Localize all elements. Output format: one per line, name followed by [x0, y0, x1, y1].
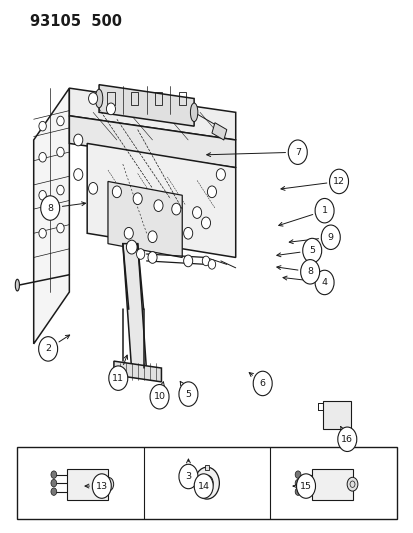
Circle shape — [40, 196, 59, 220]
Circle shape — [208, 260, 215, 269]
FancyBboxPatch shape — [204, 465, 209, 470]
Circle shape — [38, 337, 57, 361]
Circle shape — [287, 140, 306, 165]
Circle shape — [109, 366, 128, 390]
Text: 12: 12 — [332, 177, 344, 186]
Text: 1: 1 — [321, 206, 327, 215]
Circle shape — [300, 260, 319, 284]
Text: 14: 14 — [197, 481, 209, 490]
Circle shape — [57, 185, 64, 195]
Circle shape — [106, 103, 115, 115]
Circle shape — [39, 229, 46, 238]
Circle shape — [51, 471, 57, 478]
Circle shape — [202, 256, 209, 266]
Ellipse shape — [190, 103, 197, 122]
Circle shape — [74, 134, 83, 146]
FancyBboxPatch shape — [322, 401, 350, 429]
Text: 4: 4 — [321, 278, 327, 287]
Circle shape — [133, 193, 142, 205]
Circle shape — [314, 270, 333, 295]
Circle shape — [183, 228, 192, 239]
Text: 8: 8 — [306, 268, 312, 276]
Circle shape — [150, 384, 169, 409]
Polygon shape — [33, 88, 69, 344]
FancyBboxPatch shape — [67, 469, 108, 500]
Circle shape — [147, 252, 157, 263]
FancyBboxPatch shape — [311, 469, 351, 500]
Circle shape — [154, 200, 163, 212]
Circle shape — [92, 474, 111, 498]
Polygon shape — [108, 181, 182, 257]
Polygon shape — [69, 88, 235, 140]
Circle shape — [294, 488, 300, 495]
Ellipse shape — [15, 279, 19, 291]
Circle shape — [294, 471, 300, 478]
Circle shape — [39, 190, 46, 200]
Circle shape — [337, 427, 356, 451]
Circle shape — [194, 467, 219, 499]
Circle shape — [57, 116, 64, 126]
Polygon shape — [99, 85, 194, 126]
Circle shape — [178, 382, 197, 406]
Circle shape — [57, 223, 64, 233]
Circle shape — [136, 249, 145, 260]
Polygon shape — [123, 244, 146, 372]
Text: 13: 13 — [95, 481, 107, 490]
Circle shape — [39, 122, 46, 131]
Text: 11: 11 — [112, 374, 124, 383]
Polygon shape — [69, 116, 235, 167]
Polygon shape — [211, 123, 226, 140]
Circle shape — [347, 477, 357, 491]
Circle shape — [112, 186, 121, 198]
Circle shape — [51, 488, 57, 495]
Text: 16: 16 — [340, 435, 352, 444]
Circle shape — [201, 217, 210, 229]
Text: 3: 3 — [185, 472, 191, 481]
Text: 15: 15 — [299, 481, 311, 490]
Circle shape — [103, 477, 114, 491]
Text: 8: 8 — [47, 204, 53, 213]
Ellipse shape — [95, 89, 102, 108]
Text: 2: 2 — [45, 344, 51, 353]
Text: 5: 5 — [185, 390, 191, 399]
Circle shape — [194, 474, 213, 498]
Text: 5: 5 — [309, 246, 314, 255]
Circle shape — [314, 198, 333, 223]
Circle shape — [147, 231, 157, 243]
Circle shape — [320, 225, 339, 249]
Circle shape — [74, 168, 83, 180]
Circle shape — [296, 474, 315, 498]
Circle shape — [39, 152, 46, 162]
Circle shape — [178, 464, 197, 489]
Circle shape — [207, 186, 216, 198]
Circle shape — [294, 479, 300, 487]
Circle shape — [183, 255, 192, 266]
Polygon shape — [114, 361, 161, 382]
Text: 7: 7 — [294, 148, 300, 157]
Circle shape — [171, 203, 180, 215]
Circle shape — [88, 182, 97, 194]
Circle shape — [329, 169, 348, 193]
Text: 6: 6 — [259, 379, 265, 388]
Circle shape — [204, 480, 209, 486]
Circle shape — [302, 238, 321, 263]
Text: 93105  500: 93105 500 — [29, 14, 121, 29]
Circle shape — [51, 479, 57, 487]
Circle shape — [57, 147, 64, 157]
Circle shape — [253, 371, 271, 395]
Circle shape — [126, 240, 137, 254]
Circle shape — [88, 93, 97, 104]
Text: 9: 9 — [327, 233, 333, 242]
Circle shape — [192, 207, 201, 219]
Text: 10: 10 — [153, 392, 165, 401]
Polygon shape — [87, 143, 235, 257]
Circle shape — [216, 168, 225, 180]
Circle shape — [124, 228, 133, 239]
